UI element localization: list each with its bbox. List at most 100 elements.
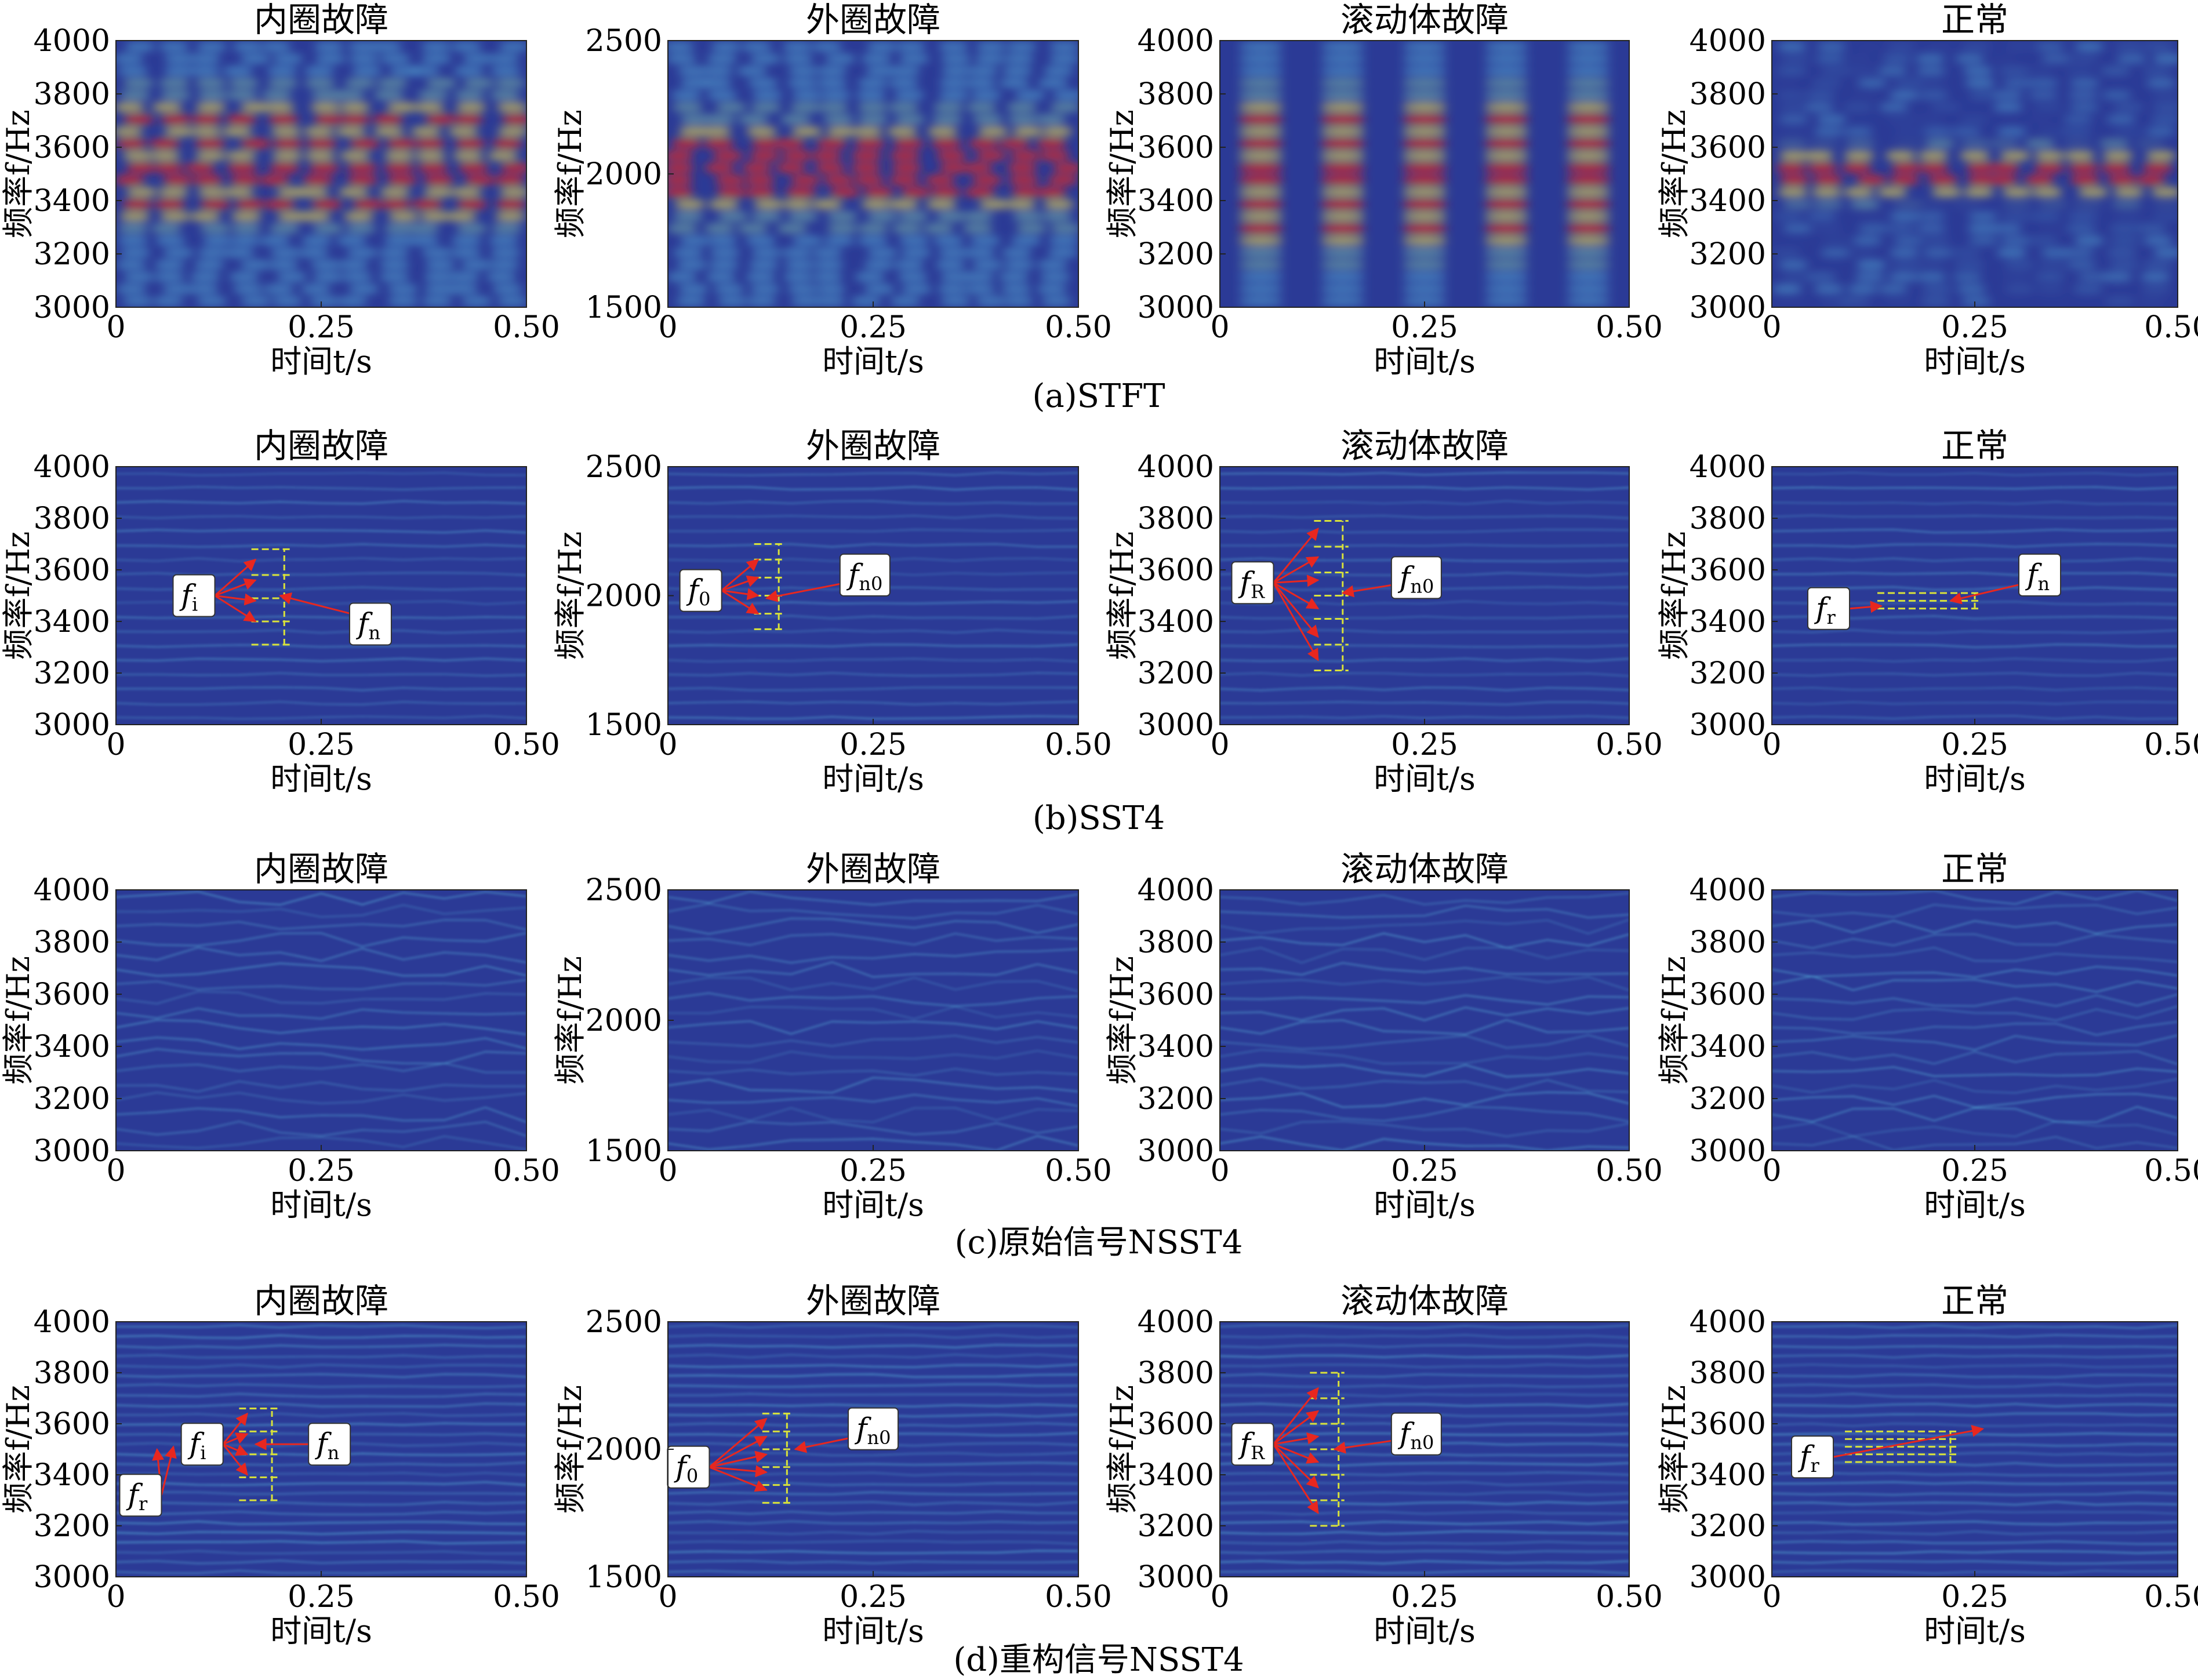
y-tick-label: 3800 xyxy=(34,925,110,960)
x-tick-label: 0.50 xyxy=(493,310,560,345)
y-tick-label: 4000 xyxy=(1138,873,1214,908)
y-tick-label: 3200 xyxy=(1138,656,1214,691)
annotation-box xyxy=(180,1423,224,1466)
spectrogram-background xyxy=(668,890,1078,1151)
y-tick-label: 3400 xyxy=(1690,1030,1766,1064)
y-tick-label: 3000 xyxy=(1138,1560,1214,1595)
y-tick-label: 4000 xyxy=(1690,450,1766,485)
y-tick-label: 3000 xyxy=(1690,1560,1766,1595)
annotation-arrow xyxy=(1273,582,1319,661)
row-caption-a: (a)STFT xyxy=(1032,377,1165,415)
annotation-arrow xyxy=(223,1432,249,1445)
y-tick-label: 1500 xyxy=(586,290,662,325)
x-tick-label: 0.50 xyxy=(493,1580,560,1614)
y-tick-label: 4000 xyxy=(34,1305,110,1340)
panel-3-3: 滚动体故障 3000 3200 3400 3600 3800 4000 0 0.25 0.50 时间… xyxy=(1104,849,1663,1223)
x-tick-label: 0.25 xyxy=(1391,310,1458,345)
annotation-fn0: fn0 xyxy=(1333,1412,1442,1456)
y-tick-label: 3000 xyxy=(1690,290,1766,325)
spectrogram-content xyxy=(116,891,526,1150)
annotation-box xyxy=(308,1423,351,1466)
y-tick-label: 3800 xyxy=(34,1356,110,1391)
x-tick-label: 0.25 xyxy=(1391,1580,1458,1614)
y-tick-label: 3200 xyxy=(1138,1082,1214,1117)
y-tick-label: 3200 xyxy=(34,1509,110,1544)
y-tick-label: 4000 xyxy=(34,450,110,485)
y-tick-label: 3600 xyxy=(1690,130,1766,165)
x-tick-label: 0.25 xyxy=(1941,1154,2008,1188)
panel-title: 内圈故障 xyxy=(254,1281,388,1321)
x-tick-label: 0.50 xyxy=(2144,1580,2198,1614)
spectrogram-content xyxy=(1772,472,2178,720)
y-tick-label: 3000 xyxy=(1138,708,1214,743)
spectrogram-content xyxy=(1772,42,2178,306)
panel-1-3: 滚动体故障 3000 3200 3400 3600 3800 4000 0 0.25 0.50 时间… xyxy=(1104,0,1663,380)
annotation-f0: f0 xyxy=(667,1417,768,1492)
y-axis-label: 频率f/Hz xyxy=(0,110,37,238)
x-tick-label: 0.50 xyxy=(1045,728,1112,762)
x-tick-label: 0 xyxy=(1762,1580,1781,1614)
annotation-arrow xyxy=(1273,574,1320,587)
annotation-arrow xyxy=(215,593,257,606)
x-tick-label: 0 xyxy=(658,1154,677,1188)
x-tick-label: 0.50 xyxy=(2144,1154,2198,1188)
y-tick-label: 3800 xyxy=(34,77,110,112)
y-axis-label: 频率f/Hz xyxy=(1656,110,1692,238)
annotation-arrow xyxy=(1833,1424,1985,1458)
spectrogram-background xyxy=(1772,890,2178,1151)
y-axis-label: 频率f/Hz xyxy=(1104,1385,1140,1514)
panel-1-4: 正常 3000 3200 3400 3600 3800 4000 0 0.25 0.50 时间t/s… xyxy=(1656,0,2198,380)
annotation-box xyxy=(1807,587,1850,630)
annotation-label: fn0 xyxy=(846,558,882,595)
panel-title: 内圈故障 xyxy=(254,849,388,889)
x-axis-label: 时间t/s xyxy=(1924,1187,2026,1223)
annotation-fi: fi xyxy=(180,1412,249,1476)
panel-4-2: f0 fn0 外圈故障 1500 2000 2500 0 0.25 0.50 时间t/s 频率f/H… xyxy=(552,1281,1112,1649)
x-axis-label: 时间t/s xyxy=(822,761,924,797)
y-tick-label: 3200 xyxy=(34,656,110,691)
y-tick-label: 3000 xyxy=(1138,1134,1214,1169)
x-axis-label: 时间t/s xyxy=(1924,761,2026,797)
y-tick-label: 3000 xyxy=(1138,290,1214,325)
x-axis-label: 时间t/s xyxy=(822,1187,924,1223)
y-tick-label: 3600 xyxy=(1138,553,1214,588)
annotation-fn0: fn0 xyxy=(794,1407,899,1453)
y-tick-label: 3800 xyxy=(1690,925,1766,960)
annotation-arrow xyxy=(214,558,257,597)
annotation-arrow xyxy=(222,1412,248,1445)
annotation-label: fn0 xyxy=(854,1412,891,1449)
x-tick-label: 0 xyxy=(658,1580,677,1614)
y-tick-label: 3200 xyxy=(1690,237,1766,272)
x-tick-label: 0.50 xyxy=(1045,310,1112,345)
annotation-fr: fr xyxy=(119,1445,177,1517)
annotation-box xyxy=(1231,561,1274,605)
y-tick-label: 3000 xyxy=(34,290,110,325)
y-axis-label: 频率f/Hz xyxy=(1656,532,1692,660)
spectrogram-content xyxy=(116,42,526,306)
panel-title: 滚动体故障 xyxy=(1340,1281,1509,1321)
x-tick-label: 0 xyxy=(1762,728,1781,762)
panel-title: 正常 xyxy=(1941,0,2008,39)
y-tick-label: 1500 xyxy=(586,708,662,743)
y-tick-label: 3200 xyxy=(1690,1509,1766,1544)
annotation-arrow xyxy=(161,1445,177,1496)
annotation-arrow xyxy=(1273,556,1320,584)
annotation-arrow xyxy=(721,588,760,601)
annotation-fr: fr xyxy=(1791,1424,1985,1479)
y-tick-label: 3200 xyxy=(1138,237,1214,272)
annotation-arrow xyxy=(1273,1410,1320,1445)
x-tick-label: 0 xyxy=(1762,310,1781,345)
annotation-box xyxy=(1390,556,1442,599)
annotation-arrow xyxy=(709,1435,768,1468)
y-tick-label: 3600 xyxy=(34,1407,110,1442)
spectrogram-content xyxy=(668,472,1078,719)
x-tick-label: 0.25 xyxy=(1941,728,2008,762)
x-tick-label: 0 xyxy=(1762,1154,1781,1188)
y-tick-label: 2000 xyxy=(586,1432,662,1467)
annotation-fR: fR xyxy=(1231,1387,1320,1514)
annotation-box xyxy=(848,1407,899,1450)
y-tick-label: 2500 xyxy=(586,873,662,908)
y-tick-label: 4000 xyxy=(34,873,110,908)
panel-4-4: fr 正常 3000 3200 3400 3600 3800 4000 0 0.25 0.50 时间t… xyxy=(1656,1281,2198,1649)
y-axis-label: 频率f/Hz xyxy=(1656,956,1692,1085)
